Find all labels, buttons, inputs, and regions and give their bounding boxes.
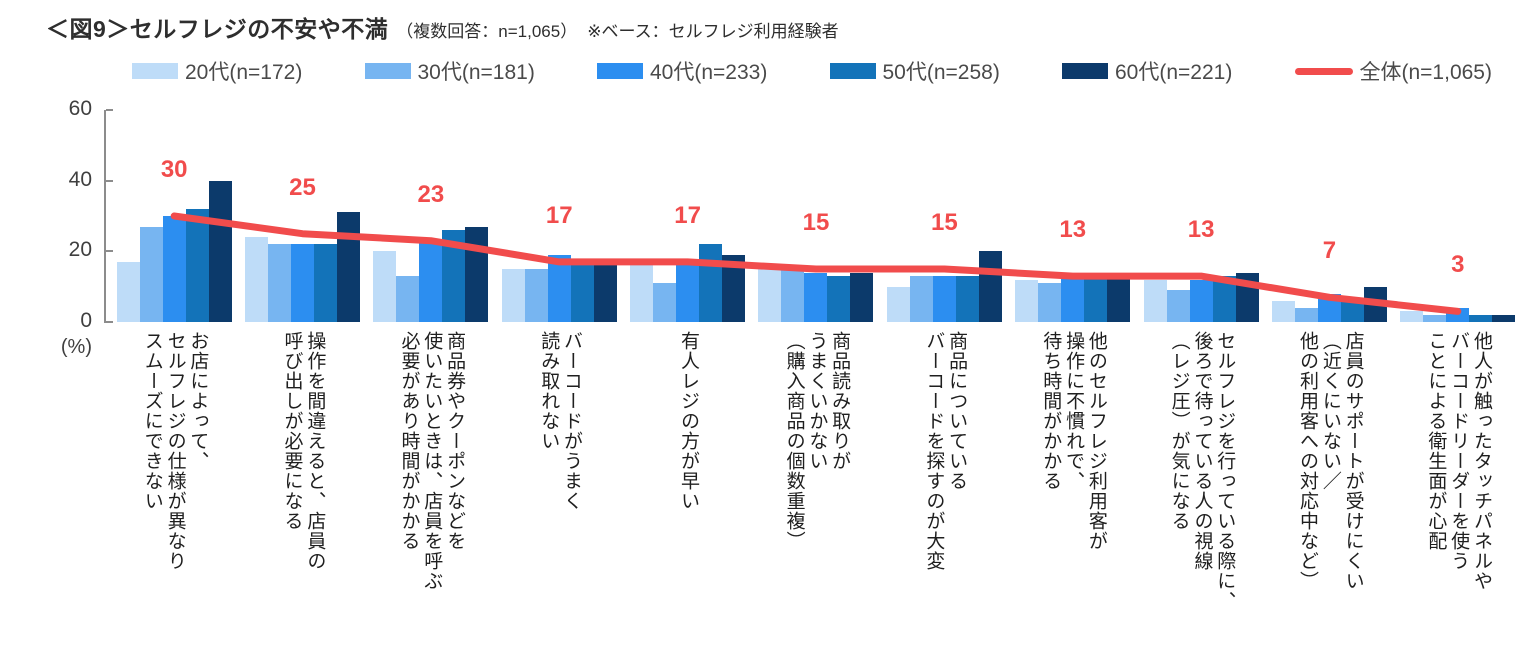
y-tick-label: 40 [68, 167, 92, 191]
x-label: 商品券やクーポンなどを 使いたいときは、店員を呼ぶ 必要があり時間がかかる [398, 331, 466, 591]
plot-area: 30 25 23 17 17 15 15 13 13 7 3 [110, 110, 1522, 322]
legend-label: 30代(n=181) [417, 61, 535, 84]
legend-item-0: 20代(n=172) [132, 56, 302, 86]
x-label: バーコードがうまく 読み取れない [538, 331, 583, 511]
legend: 20代(n=172) 30代(n=181) 40代(n=233) 50代(n=258)… [132, 56, 1492, 86]
bar [1492, 314, 1516, 322]
bar [116, 261, 140, 322]
legend-swatch [364, 63, 411, 79]
bar [139, 226, 163, 322]
x-label-cell-6: 商品についている バーコードを探すのが大変 [880, 331, 1008, 653]
total-value-label: 15 [802, 209, 830, 236]
legend-swatch [1062, 63, 1108, 79]
total-value-label: 7 [1322, 237, 1337, 265]
x-label-cell-3: バーコードがうまく 読み取れない [495, 331, 623, 653]
x-label: 操作を間違えると、店員の 呼び出しが必要になる [281, 331, 326, 571]
y-tick-label: 60 [68, 97, 92, 120]
chart-title-row: ＜図9＞セルフレジの不安や不満 （複数回答：n=1,065） ※ベース：セルフレ… [46, 10, 839, 44]
chart-note: ※ベース：セルフレジ利用経験者 [587, 22, 839, 41]
legend-swatch [597, 63, 643, 79]
total-value-label: 17 [674, 201, 701, 229]
y-tick [106, 250, 113, 253]
legend-label: 全体(n=1,065) [1359, 61, 1492, 84]
y-tick [106, 109, 113, 111]
bar [1423, 314, 1447, 322]
y-tick-label: 0 [80, 309, 92, 332]
x-label: セルフレジを行っている際に、 後ろで待っている人の視線 （レジ圧）が気になる [1168, 331, 1236, 611]
total-value-label: 23 [417, 180, 445, 208]
y-axis-unit-label: (%) [60, 336, 92, 358]
x-label-cell-10: 他人が触ったタッチパネルや バーコードリーダーを使う ことによる衛生面が心配 [1394, 331, 1522, 653]
bar [1400, 311, 1424, 322]
x-label: 他のセルフレジ利用客が 操作に不慣れで、 待ち時間がかかる [1040, 331, 1107, 551]
total-value-label: 17 [545, 201, 573, 229]
total-value-label: 15 [931, 209, 958, 236]
x-label: 他人が触ったタッチパネルや バーコードリーダーを使う ことによる衛生面が心配 [1425, 331, 1492, 591]
y-tick [106, 321, 113, 323]
chart-title: ＜図9＞セルフレジの不安や不満 [46, 16, 389, 42]
y-tick-label: 20 [68, 238, 92, 262]
x-label-cell-2: 商品券やクーポンなどを 使いたいときは、店員を呼ぶ 必要があり時間がかかる [367, 331, 495, 653]
total-value-label: 25 [289, 173, 316, 201]
x-axis-labels: お店によって、 セルフレジの仕様が異なり スムーズにできない 操作を間違えると、店… [110, 331, 1522, 653]
legend-item-total: 全体(n=1,065) [1294, 56, 1492, 86]
total-value-label: 30 [160, 156, 188, 183]
legend-label: 50代(n=258) [882, 61, 1000, 84]
x-label-cell-1: 操作を間違えると、店員の 呼び出しが必要になる [238, 331, 366, 653]
legend-line-swatch [1294, 67, 1353, 75]
legend-item-3: 50代(n=258) [829, 56, 1000, 86]
x-label-cell-4: 有人レジの方が早い [623, 331, 751, 653]
x-label-cell-5: 商品読み取りが うまくいかない （購入商品の個数重複） [752, 331, 880, 653]
y-tick [106, 179, 113, 182]
legend-item-2: 40代(n=233) [597, 56, 767, 86]
x-label-cell-7: 他のセルフレジ利用客が 操作に不慣れで、 待ち時間がかかる [1009, 331, 1137, 653]
legend-label: 40代(n=233) [650, 61, 768, 84]
x-label: お店によって、 セルフレジの仕様が異なり スムーズにできない [141, 331, 209, 571]
x-label-cell-9: 店員のサポートが受けにくい （近くにいない／ 他の利用客への対応中など） [1265, 331, 1393, 653]
x-label-cell-8: セルフレジを行っている際に、 後ろで待っている人の視線 （レジ圧）が気になる [1137, 331, 1265, 653]
total-value-label: 3 [1451, 251, 1465, 279]
legend-item-1: 30代(n=181) [364, 56, 535, 86]
legend-label: 20代(n=172) [185, 61, 303, 84]
chart-subtitle: （複数回答：n=1,065） [396, 22, 578, 41]
legend-label: 60代(n=221) [1115, 61, 1233, 84]
legend-item-4: 60代(n=221) [1062, 56, 1232, 86]
value-labels: 30 25 23 17 17 15 15 13 13 7 3 [110, 110, 1522, 322]
total-value-label: 13 [1187, 216, 1215, 244]
y-axis-line [104, 110, 106, 323]
x-label-cell-0: お店によって、 セルフレジの仕様が異なり スムーズにできない [110, 331, 238, 653]
x-label: 店員のサポートが受けにくい （近くにいない／ 他の利用客への対応中など） [1297, 331, 1364, 591]
legend-swatch [829, 63, 876, 79]
legend-swatch [132, 63, 178, 79]
x-label: 商品読み取りが うまくいかない （購入商品の個数重複） [783, 331, 851, 551]
x-label: 有人レジの方が早い [678, 331, 700, 511]
bar [1469, 314, 1493, 322]
total-value-label: 13 [1059, 216, 1087, 244]
x-label: 商品についている バーコードを探すのが大変 [923, 331, 968, 571]
